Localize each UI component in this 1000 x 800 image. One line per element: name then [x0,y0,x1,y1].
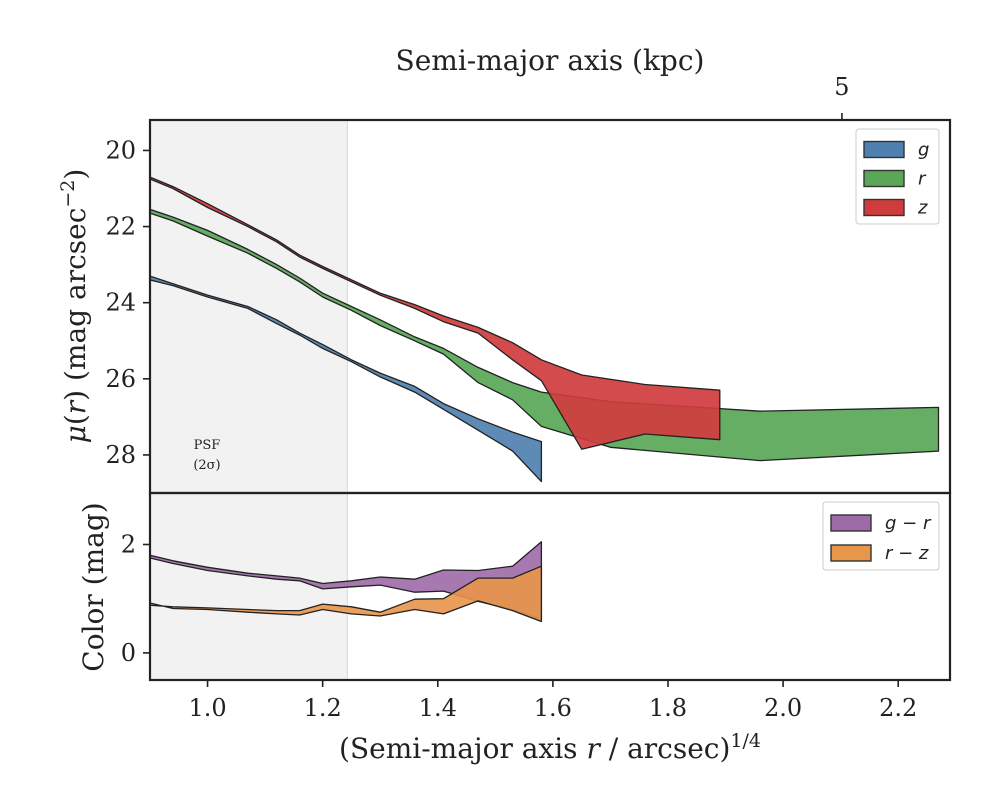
x-tick-label: 1.6 [534,694,572,722]
y-tick-label: 20 [105,136,136,164]
surface-brightness-y-ticks: 20 22 24 26 28 [105,136,150,469]
kpc-top-ticks: 51020305075100 [834,73,850,120]
top-axis-title: Semi-major axis (kpc) [396,44,705,77]
color-legend: g − r r − z [822,501,940,571]
color-bands [150,541,543,623]
legend-swatch [863,140,905,159]
y-tick-label: 24 [105,289,136,317]
legend-label: r − z [885,543,929,564]
y-tick-label: 0 [121,639,136,667]
band-g [150,275,543,483]
kpc-tick-label: 5 [834,73,849,101]
color-y-label: Color (mag) [77,502,110,671]
x-tick-label: 1.4 [419,694,457,722]
surface-brightness-legend: grz [855,128,940,225]
legend-swatch [863,198,905,217]
y-tick-label: 26 [105,365,136,393]
psf-sigma-label: (2σ) [193,458,220,473]
legend-label: z [917,198,928,219]
legend-label: g [918,140,929,161]
x-tick-label: 2.0 [764,694,802,722]
band-z [150,176,721,450]
legend-label: r [918,169,927,190]
surface-brightness-bands [150,176,940,483]
psf-label: PSF [194,438,221,453]
y-tick-label: 22 [105,213,136,241]
x-tick-label: 1.2 [304,694,342,722]
color-y-ticks: 02 [121,530,150,667]
surface-brightness-y-label: μ(r) (mag arcsec−2) [57,169,92,444]
band-r [150,208,940,462]
legend-label: g − r [885,513,932,534]
band-rz [150,565,543,623]
x-tick-label: 1.8 [649,694,687,722]
y-tick-label: 28 [105,441,136,469]
legend-swatch [830,514,872,532]
y-tick-label: 2 [121,530,136,558]
x-axis-title: (Semi-major axis r / arcsec)1/4 [339,730,761,765]
x-ticks: 1.0 1.2 1.4 1.6 1.8 2.0 2.2 [188,680,917,722]
x-tick-label: 2.2 [879,694,917,722]
legend-swatch [863,169,905,188]
legend-swatch [830,544,872,562]
x-tick-label: 1.0 [188,694,226,722]
color-panel-frame [148,491,952,682]
